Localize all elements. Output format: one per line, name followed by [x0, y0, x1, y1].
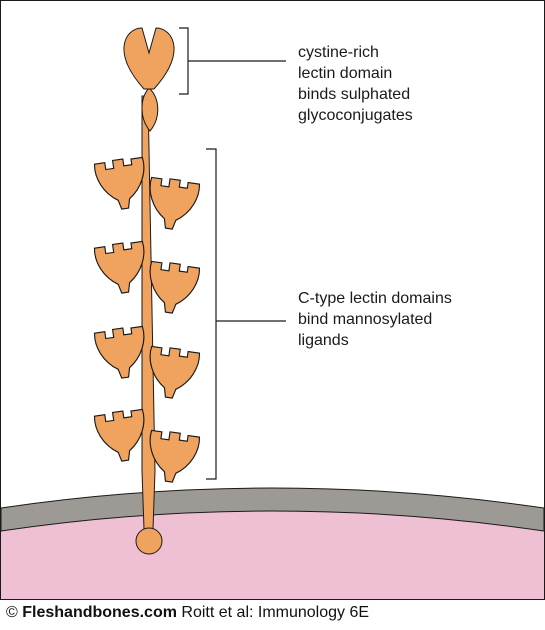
cytoplasmic-tail — [135, 527, 163, 555]
ctld-right-1 — [143, 175, 201, 233]
ctype-lectin-label: C-type lectin domains bind mannosylated … — [298, 290, 452, 349]
cystine-rich-label: cystine-rich lectin domain binds sulphat… — [298, 44, 413, 124]
publisher-brand: Fleshandbones.com — [22, 604, 177, 621]
cystine-rich-domain — [123, 27, 175, 90]
ctld-right-2 — [143, 259, 201, 317]
bracket-ctype-domains — [206, 148, 286, 480]
mannose-receptor-diagram — [1, 27, 544, 599]
cell-membrane-inner — [1, 511, 544, 599]
ctld-left-1 — [93, 155, 151, 213]
diagram-frame: cystine-rich lectin domain binds sulphat… — [0, 0, 545, 600]
ctld-left-2 — [93, 239, 151, 297]
neck-connector — [141, 87, 159, 132]
receptor-stalk — [141, 95, 156, 530]
ctld-left-4 — [93, 407, 151, 465]
citation-text: Roitt et al: Immunology 6E — [181, 604, 370, 621]
copyright-symbol: © — [6, 604, 18, 621]
copyright-footer: © Fleshandbones.com Roitt et al: Immunol… — [6, 604, 369, 622]
cell-membrane-outer — [1, 487, 544, 532]
bracket-cystine-rich — [179, 27, 286, 95]
ctld-left-3 — [93, 324, 151, 382]
